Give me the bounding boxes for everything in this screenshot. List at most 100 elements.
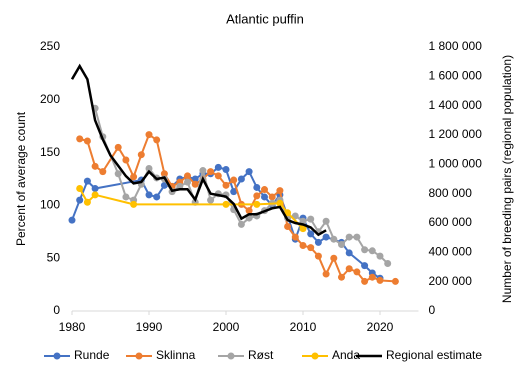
marker xyxy=(145,131,153,139)
marker xyxy=(214,172,222,180)
marker xyxy=(361,277,369,285)
marker xyxy=(91,162,99,170)
marker xyxy=(299,242,307,250)
marker xyxy=(153,136,161,144)
marker xyxy=(376,252,384,260)
y2-tick-label: 800 000 xyxy=(429,186,473,200)
marker xyxy=(299,225,307,233)
marker xyxy=(114,170,122,178)
marker xyxy=(338,240,345,248)
y-tick-label: 200 xyxy=(40,92,60,106)
marker xyxy=(284,209,292,217)
marker xyxy=(307,215,315,223)
marker xyxy=(376,276,384,284)
marker xyxy=(345,233,353,241)
marker xyxy=(83,177,91,185)
marker xyxy=(314,238,322,246)
y-tick-label: 100 xyxy=(40,198,60,212)
marker xyxy=(307,230,315,238)
marker xyxy=(230,176,238,184)
y2-tick-label: 200 000 xyxy=(429,274,473,288)
marker xyxy=(322,270,330,278)
y-axis-label: Percent of average count xyxy=(14,111,28,246)
marker xyxy=(91,191,99,199)
marker xyxy=(122,193,130,201)
series-line xyxy=(79,133,396,283)
legend-marker xyxy=(227,352,235,360)
marker xyxy=(261,186,268,194)
marker xyxy=(345,265,353,273)
y2-tick-label: 1 800 000 xyxy=(429,39,483,53)
legend-marker xyxy=(135,352,143,360)
y2-tick-label: 1 400 000 xyxy=(429,98,483,112)
marker xyxy=(330,235,338,243)
marker xyxy=(322,217,330,225)
marker xyxy=(122,156,130,164)
marker xyxy=(207,168,215,176)
marker xyxy=(191,175,199,183)
y2-tick-label: 1 600 000 xyxy=(429,69,483,83)
chart-title: Atlantic puffin xyxy=(226,11,304,26)
marker xyxy=(361,262,369,270)
y-tick-label: 50 xyxy=(47,250,61,264)
marker xyxy=(68,216,76,224)
marker xyxy=(322,233,330,241)
marker xyxy=(353,268,361,276)
marker xyxy=(368,247,376,255)
marker xyxy=(253,200,261,208)
legend-label: Anda xyxy=(332,348,360,362)
marker xyxy=(222,200,230,208)
marker xyxy=(353,233,361,241)
marker xyxy=(276,187,284,195)
marker xyxy=(184,172,191,180)
marker xyxy=(160,170,168,178)
x-tick-label: 2020 xyxy=(367,320,394,334)
marker xyxy=(191,180,199,188)
marker xyxy=(184,178,191,186)
legend-label: Sklinna xyxy=(156,348,196,362)
marker xyxy=(307,244,315,252)
marker xyxy=(222,181,230,189)
marker xyxy=(237,175,245,183)
marker xyxy=(153,193,161,201)
marker xyxy=(361,246,369,254)
marker xyxy=(199,167,207,175)
y2-tick-label: 0 xyxy=(429,303,436,317)
x-tick-label: 2010 xyxy=(290,320,317,334)
legend-label: Regional estimate xyxy=(386,348,482,362)
x-tick-label: 1980 xyxy=(59,320,86,334)
y2-tick-label: 600 000 xyxy=(429,215,473,229)
marker xyxy=(291,233,299,241)
y2-tick-label: 400 000 xyxy=(429,245,473,259)
marker xyxy=(253,183,261,191)
marker xyxy=(114,143,122,151)
marker xyxy=(76,196,84,204)
marker xyxy=(130,173,138,181)
marker xyxy=(83,198,91,206)
marker xyxy=(253,192,261,200)
marker xyxy=(76,185,84,193)
marker xyxy=(330,254,338,262)
marker xyxy=(314,252,322,260)
marker xyxy=(137,151,145,159)
y-tick-label: 150 xyxy=(40,145,60,159)
legend-marker xyxy=(311,352,319,360)
marker xyxy=(384,259,392,267)
marker xyxy=(145,164,153,172)
marker xyxy=(230,188,238,196)
marker xyxy=(83,137,91,145)
y-tick-label: 250 xyxy=(40,39,60,53)
x-tick-label: 1990 xyxy=(136,320,163,334)
marker xyxy=(214,163,222,171)
marker xyxy=(245,168,253,176)
series-line xyxy=(70,63,327,237)
marker xyxy=(245,207,253,215)
y2-tick-label: 1 000 000 xyxy=(429,157,483,171)
marker xyxy=(261,193,268,201)
series-line xyxy=(71,166,381,280)
marker xyxy=(268,193,276,201)
marker xyxy=(145,191,153,199)
marker xyxy=(284,223,292,231)
x-tick-label: 2000 xyxy=(213,320,240,334)
marker xyxy=(368,273,376,281)
